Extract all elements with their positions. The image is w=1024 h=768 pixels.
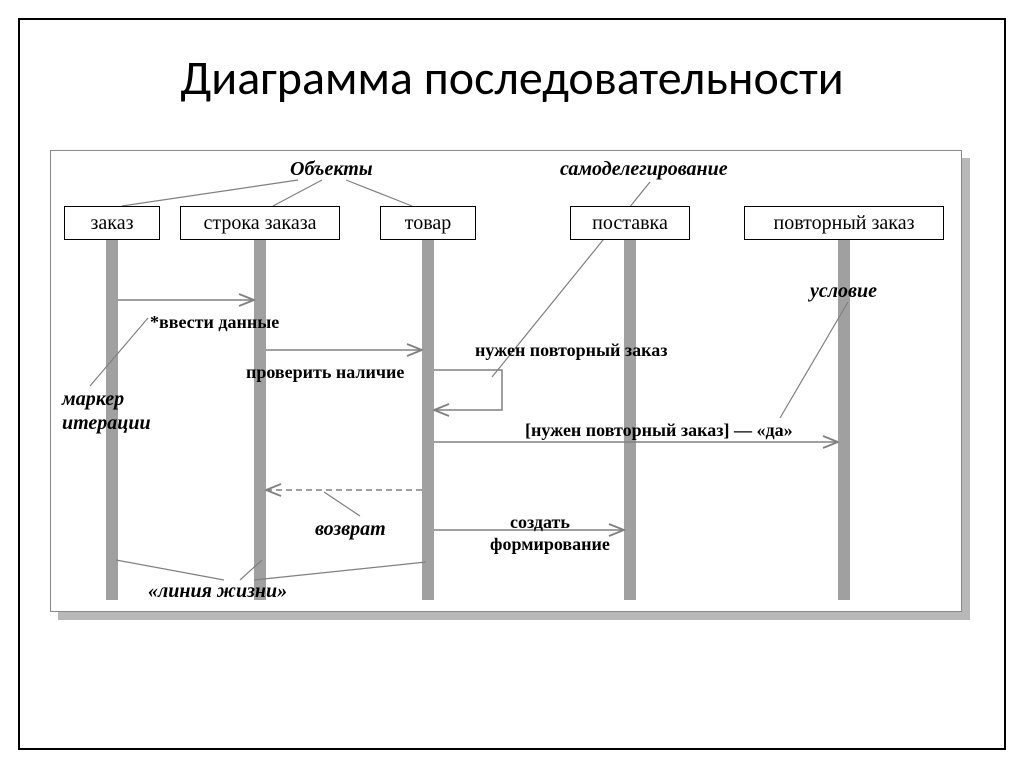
message-label: создать bbox=[510, 512, 570, 533]
message-label: проверить наличие bbox=[246, 362, 404, 383]
message-label: *ввести данные bbox=[150, 312, 279, 333]
page-title: Диаграмма последовательности bbox=[180, 48, 843, 107]
anno-lifeline-label: «линия жизни» bbox=[148, 580, 287, 603]
message-label: формирование bbox=[490, 534, 610, 555]
anno-return: возврат bbox=[315, 518, 386, 541]
object-box-reorder: повторный заказ bbox=[744, 206, 944, 240]
anno-condition: условие bbox=[810, 280, 877, 303]
object-box-product: товар bbox=[380, 206, 476, 240]
message-label: нужен повторный заказ bbox=[475, 340, 667, 361]
object-box-order: заказ bbox=[64, 206, 160, 240]
object-box-delivery: поставка bbox=[570, 206, 690, 240]
message-label: [нужен повторный заказ] — «да» bbox=[525, 420, 793, 441]
anno-objects-header: Объекты bbox=[290, 158, 373, 181]
anno-iteration-marker-line2: итерации bbox=[62, 412, 151, 435]
anno-self-delegation: самоделегирование bbox=[560, 158, 728, 181]
anno-iteration-marker-line1: маркер bbox=[62, 388, 124, 411]
object-box-orderline: строка заказа bbox=[180, 206, 340, 240]
